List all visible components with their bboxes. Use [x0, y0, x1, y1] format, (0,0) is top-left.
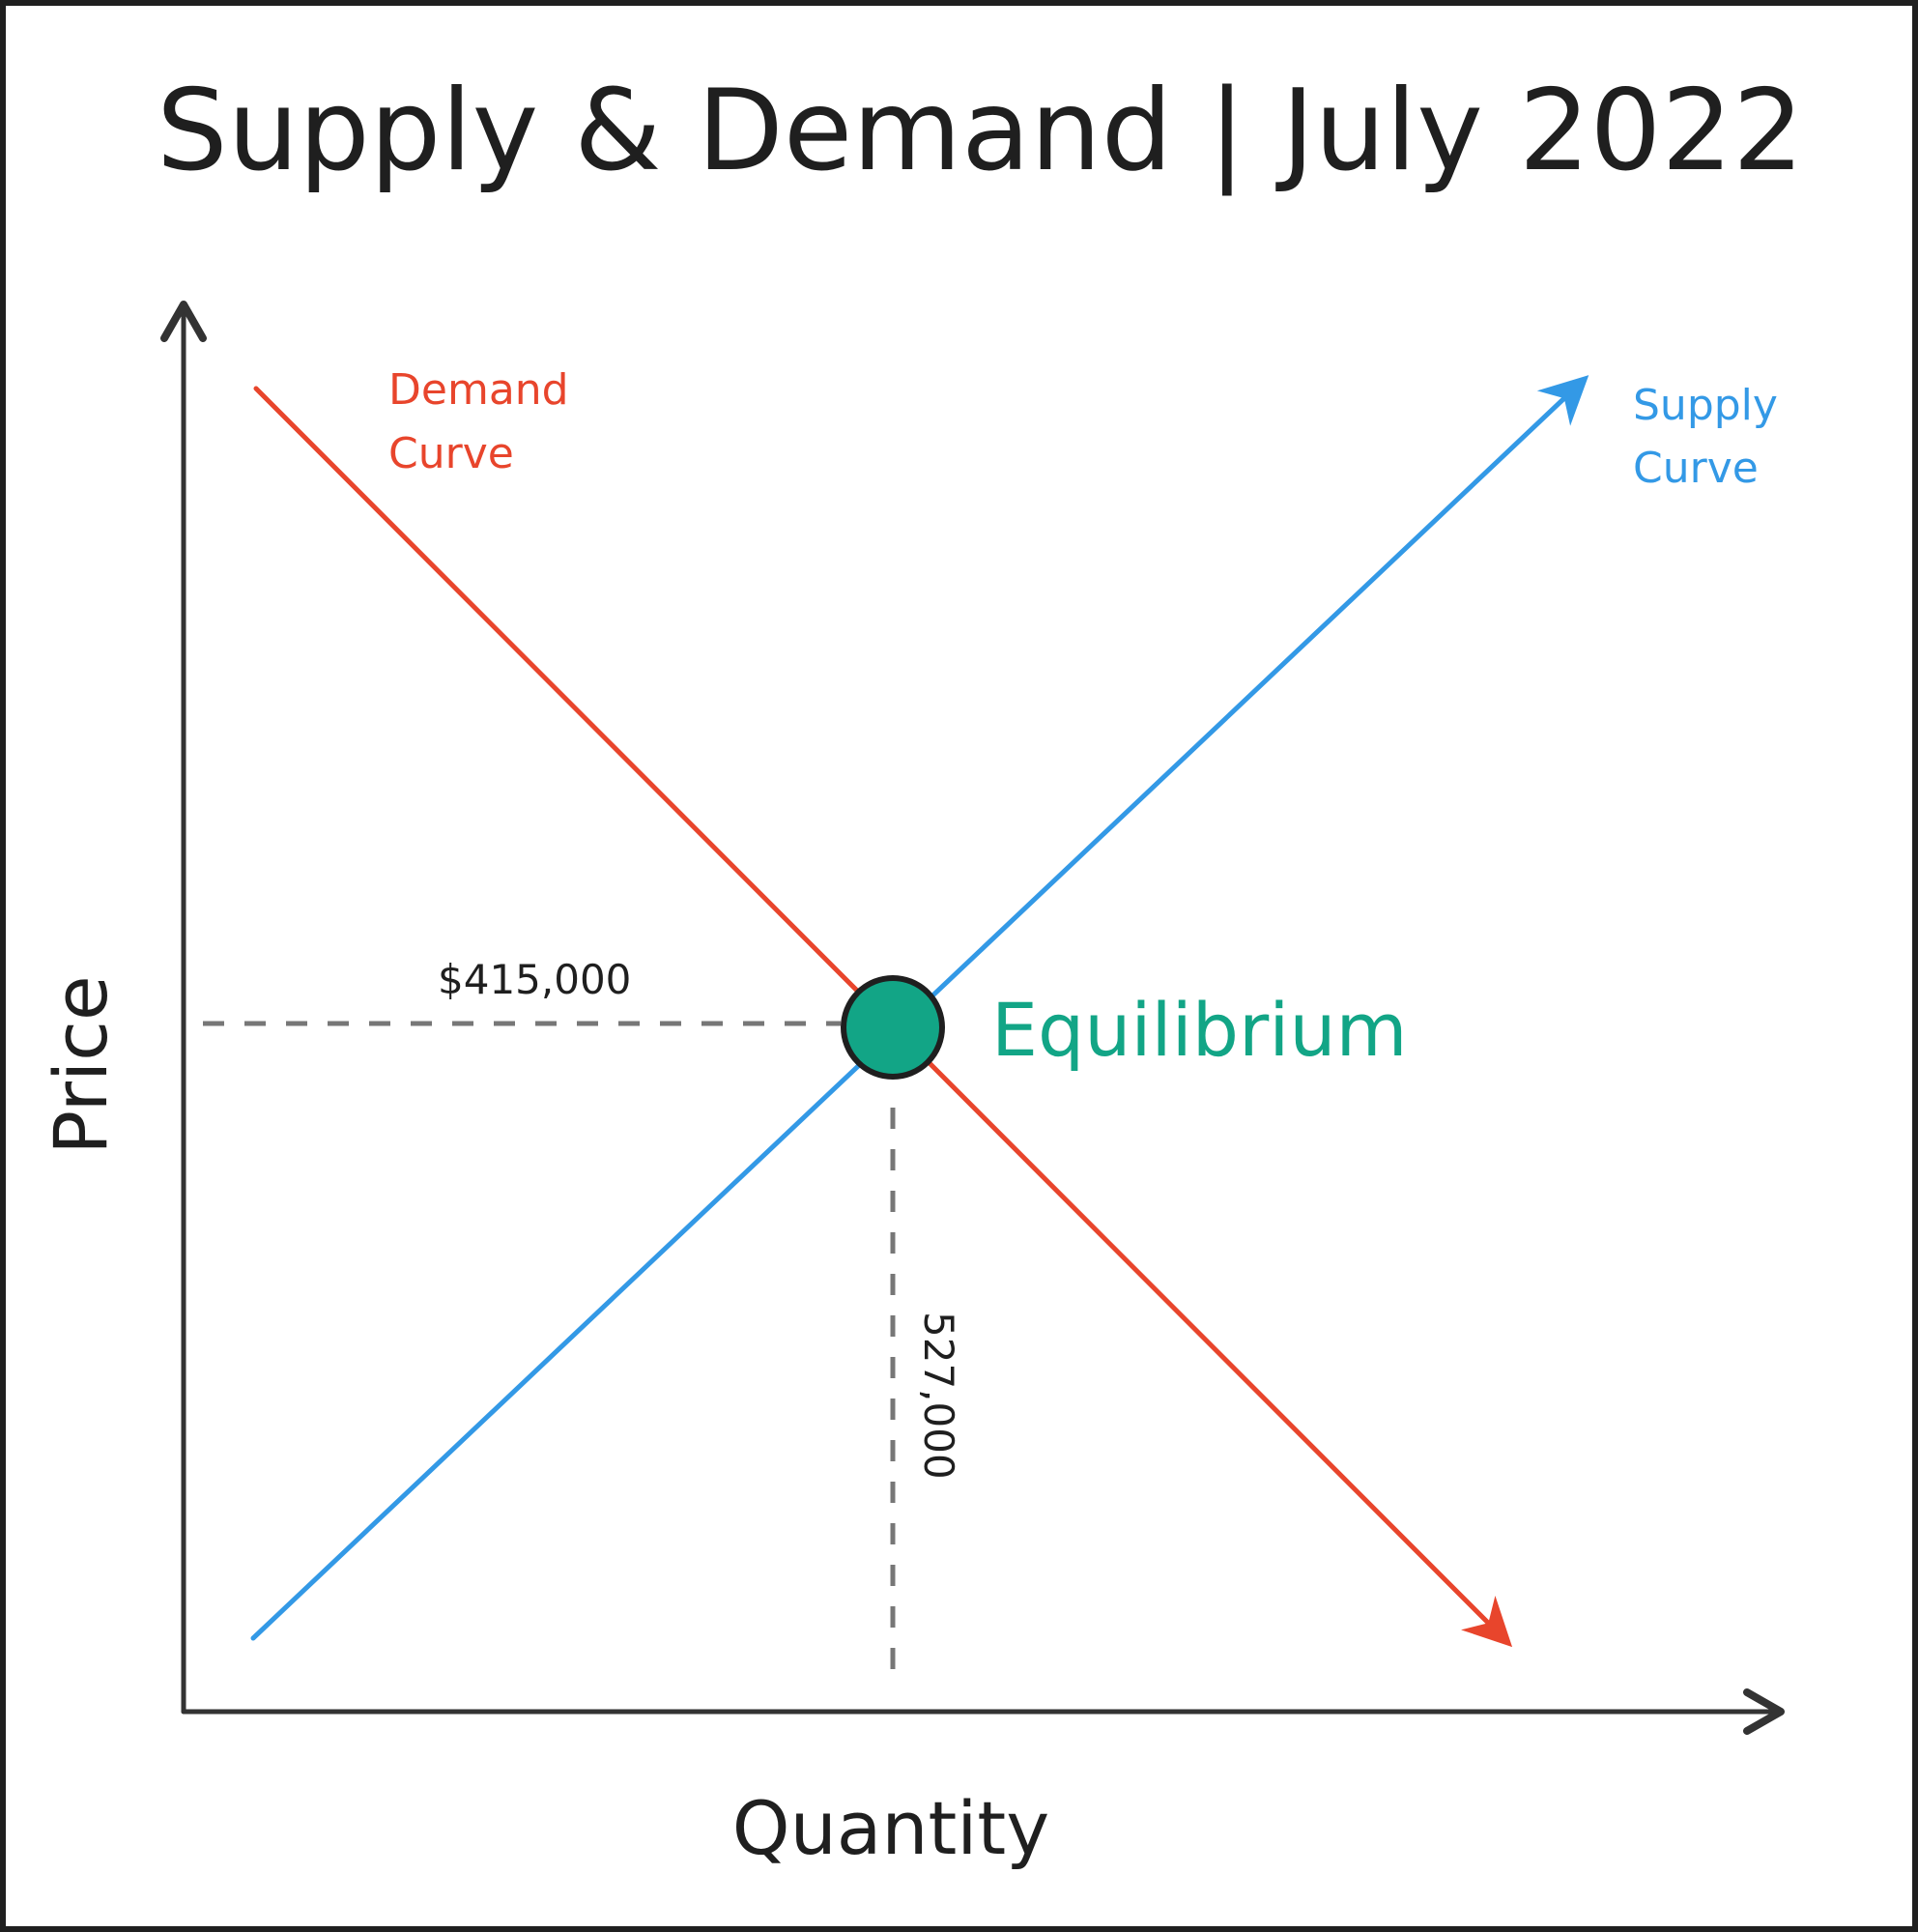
price-axis-label: Price [38, 975, 124, 1154]
equilibrium-price-label: $415,000 [438, 956, 631, 1003]
demand-curve-label-line2: Curve [388, 429, 514, 478]
supply-curve-label-line1: Supply [1633, 381, 1778, 430]
diagram-title: Supply & Demand | July 2022 [157, 66, 1804, 196]
equilibrium-quantity-label: 527,000 [915, 1312, 962, 1480]
quantity-axis-label: Quantity [732, 1785, 1049, 1871]
equilibrium-label: Equilibrium [991, 987, 1408, 1073]
supply-curve-label-line2: Curve [1633, 444, 1759, 493]
demand-curve-label-line1: Demand [388, 365, 569, 415]
equilibrium-point [841, 975, 945, 1080]
supply-demand-diagram: Supply & Demand | July 2022 Price Quanti… [38, 66, 1804, 1871]
